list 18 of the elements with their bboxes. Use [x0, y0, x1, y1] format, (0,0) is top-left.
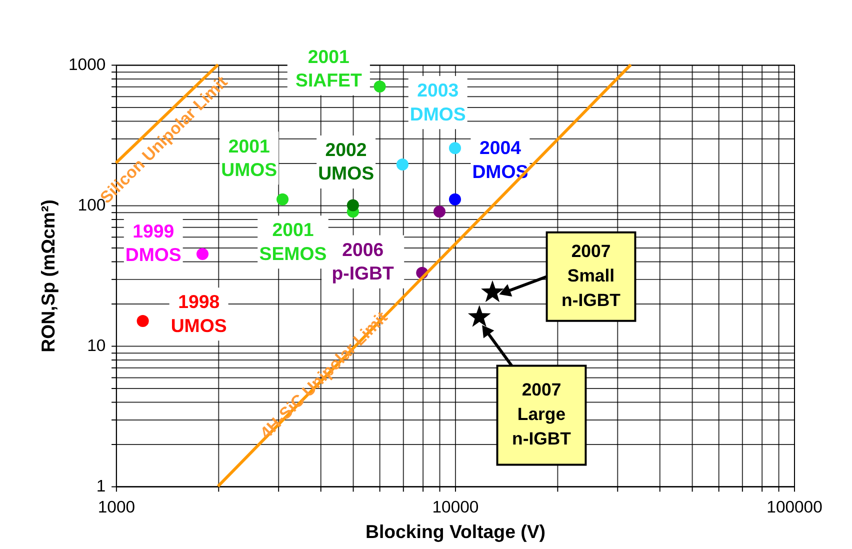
- series-label: 2003 DMOS: [410, 80, 466, 124]
- annotation: 2007 Small n-IGBT: [562, 240, 621, 310]
- y-tick-label: 10: [87, 336, 106, 356]
- y-axis-title: RON,Sp (mΩcm²): [38, 200, 59, 352]
- series-label: 2001 UMOS: [221, 135, 278, 180]
- annotation: 2007 Large n-IGBT: [512, 380, 572, 449]
- series-label: 2006 p-IGBT: [332, 238, 395, 284]
- x-axis-title: Blocking Voltage (V): [365, 520, 546, 542]
- series-label: 2004 DMOS: [472, 137, 528, 182]
- x-tick-label: 100000: [766, 497, 822, 516]
- y-tick-label: 1000: [68, 55, 106, 74]
- y-tick-label: 1: [96, 476, 106, 496]
- series-label: 1999 DMOS: [125, 220, 182, 265]
- series-label: 1998 UMOS: [170, 291, 227, 336]
- x-tick-label: 10000: [432, 497, 479, 516]
- series-label: 2002 UMOS: [318, 139, 374, 184]
- series-label: 2001 SIAFET: [296, 46, 362, 90]
- series-label: 2001 SEMOS: [259, 219, 327, 264]
